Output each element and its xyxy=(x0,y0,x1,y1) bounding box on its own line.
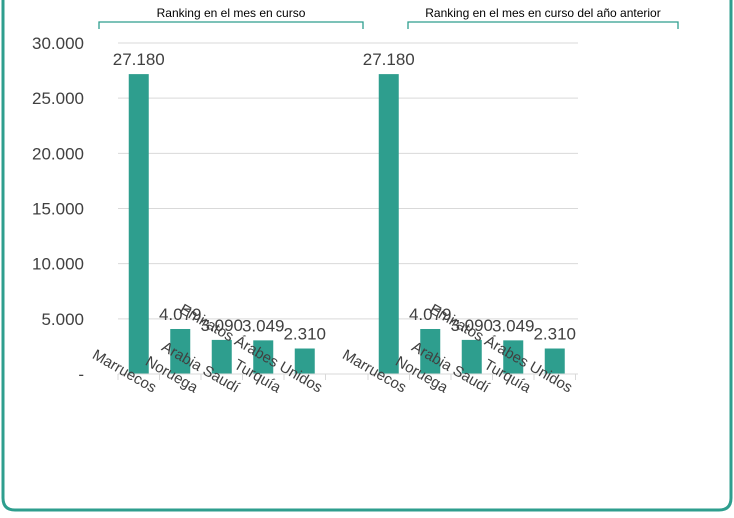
group-label: Ranking en el mes en curso xyxy=(157,6,306,20)
bars xyxy=(128,74,565,374)
value-label: 3.090 xyxy=(450,316,493,335)
category-label: Marruecos xyxy=(89,346,159,396)
value-label: 3.090 xyxy=(200,316,243,335)
y-tick-label: 15.000 xyxy=(32,200,84,219)
value-label: 2.310 xyxy=(533,325,576,344)
y-tick-label: 5.000 xyxy=(41,310,84,329)
group-brackets: Ranking en el mes en curso Ranking en el … xyxy=(98,6,679,29)
value-label: 27.180 xyxy=(363,50,415,69)
value-label: 27.180 xyxy=(113,50,165,69)
group-bracket xyxy=(407,21,679,29)
y-tick-label: 20.000 xyxy=(32,144,84,163)
group-bracket xyxy=(98,21,364,29)
y-axis: - 5.000 10.000 15.000 20.000 25.000 30.000 xyxy=(32,34,84,384)
value-label: 3.049 xyxy=(492,316,535,335)
value-label: 4.079 xyxy=(409,305,452,324)
bar xyxy=(170,328,191,374)
bar xyxy=(294,348,315,374)
bar xyxy=(544,348,565,374)
y-tick-label: 25.000 xyxy=(32,89,84,108)
value-labels: 27.1804.0793.0903.0492.31027.1804.0793.0… xyxy=(113,50,576,343)
value-label: 3.049 xyxy=(242,316,285,335)
x-axis xyxy=(117,373,578,380)
y-tick-label: 10.000 xyxy=(32,255,84,274)
y-tick-label: 30.000 xyxy=(32,34,84,53)
bar xyxy=(461,339,482,374)
value-label: 2.310 xyxy=(283,325,326,344)
bar xyxy=(420,328,441,374)
bar xyxy=(211,339,232,374)
bar xyxy=(128,74,149,374)
group-label: Ranking en el mes en curso del año anter… xyxy=(425,6,660,20)
y-tick-label: - xyxy=(78,365,84,384)
bar xyxy=(503,340,524,374)
bar xyxy=(378,74,399,374)
category-label: Marruecos xyxy=(339,346,409,396)
value-label: 4.079 xyxy=(159,305,202,324)
bar xyxy=(253,340,274,374)
gridlines xyxy=(118,42,578,320)
